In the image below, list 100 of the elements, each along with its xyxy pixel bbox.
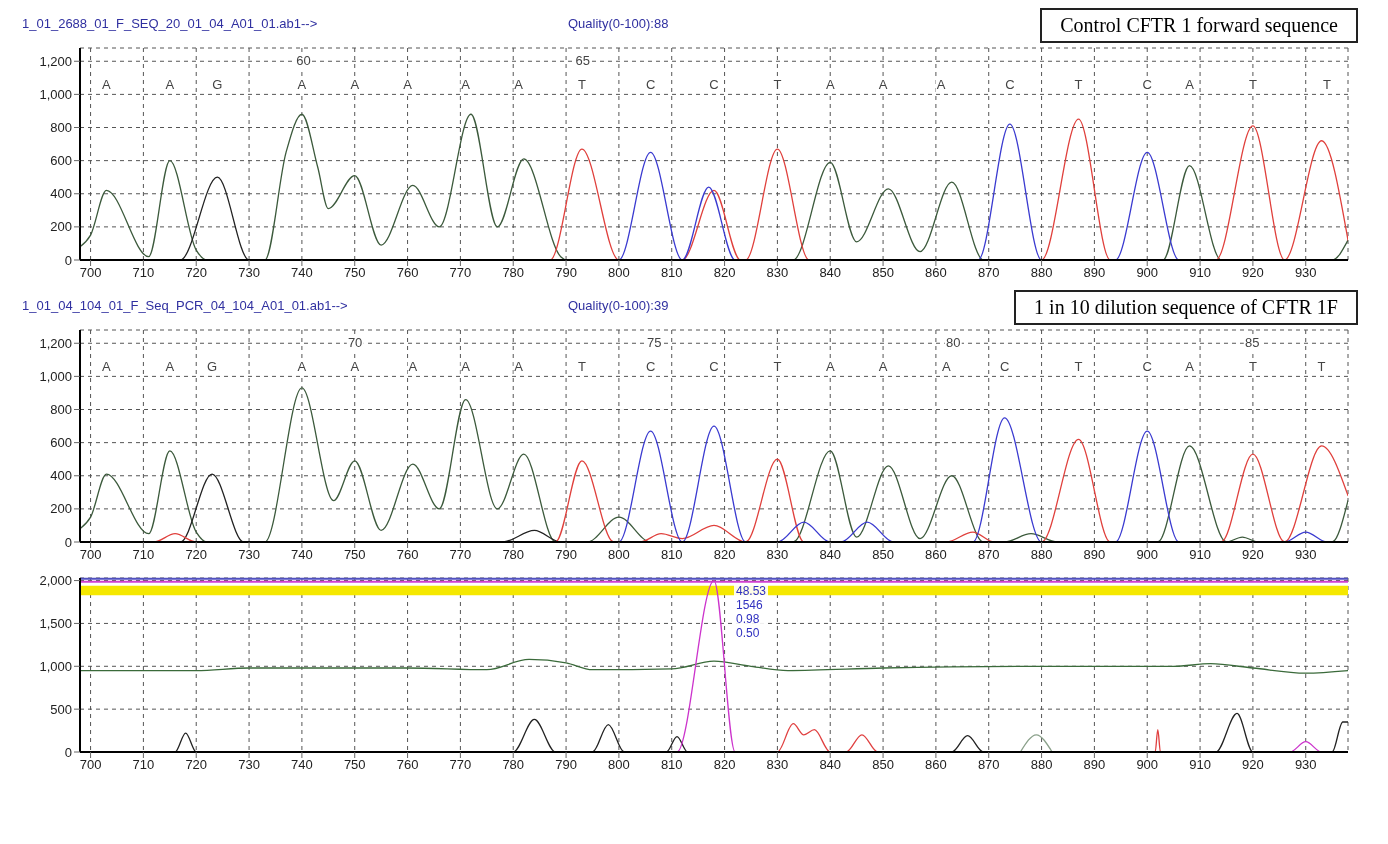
annotation: A [935,77,947,92]
x-tick-label: 840 [819,265,842,281]
x-tick-label: 760 [396,265,419,281]
y-tick-label: 1,200 [39,335,72,351]
annotation: C [998,359,1011,374]
x-tick-label: 770 [449,265,472,281]
x-tick-label: 760 [396,547,419,563]
annotation: C [708,359,720,374]
annotation: A [101,77,112,92]
annotation: A [460,359,472,374]
annotation: 48.53 [736,584,767,598]
x-tick-label: 930 [1294,757,1317,773]
annotation: A [941,359,952,374]
x-tick-label: 790 [555,757,577,773]
x-tick-label: 800 [608,547,630,563]
x-tick-label: 720 [185,547,208,563]
x-tick-label: 920 [1242,265,1264,281]
x-tick-label: 800 [608,265,630,281]
annotation: A [824,77,836,92]
x-tick-label: 710 [132,757,155,773]
x-tick-label: 900 [1136,757,1159,773]
annotation: T [1316,359,1327,374]
y-tick-label: 1,000 [39,658,72,674]
annotation: T [1247,359,1258,374]
y-tick-label: 200 [50,501,72,517]
y-tick-label: 1,500 [39,616,72,632]
x-tick-label: 780 [502,547,525,563]
annotation: C [1141,359,1153,374]
x2-tick-label: 60 [295,53,312,68]
x-tick-label: 820 [713,547,736,563]
y-tick-label: 400 [50,186,72,202]
x-tick-label: 830 [766,757,789,773]
x-tick-label: 820 [713,757,736,773]
x-tick-label: 830 [766,265,789,281]
x-tick-label: 860 [925,547,947,563]
x-tick-label: 850 [872,265,894,281]
annotation: T [772,77,783,92]
x-tick-label: 860 [925,265,947,281]
x-tick-label: 810 [660,547,683,563]
annotation: A [824,359,836,374]
annotation: T [1073,77,1084,92]
x-tick-label: 790 [555,547,577,563]
x-tick-label: 930 [1294,547,1317,563]
y-tick-label: 600 [50,153,72,169]
annotation: A [164,77,176,92]
annotation: A [349,77,361,92]
x-tick-label: 910 [1189,265,1211,281]
x-tick-label: 750 [343,757,366,773]
y-tick-label: 400 [50,468,72,484]
x-tick-label: 810 [660,757,683,773]
x2-tick-label: 85 [1244,335,1261,350]
x-tick-label: 800 [608,757,630,773]
annotation: A [407,359,419,374]
annotation: 0.98 [736,612,761,626]
annotation: C [1004,77,1016,92]
x-tick-label: 880 [1030,265,1053,281]
y-tick-label: 0 [64,744,72,760]
x-tick-label: 900 [1136,547,1159,563]
annotation: 1546 [736,598,764,612]
annotation: T [1321,77,1332,92]
x-tick-label: 700 [79,265,102,281]
x-tick-label: 920 [1242,547,1264,563]
x-tick-label: 850 [872,757,894,773]
x-tick-label: 710 [132,547,155,563]
x-tick-label: 750 [343,547,366,563]
annotation: A [402,77,413,92]
x-tick-label: 840 [819,547,842,563]
x-tick-label: 750 [343,265,366,281]
annotation: T [1073,359,1084,374]
x-tick-label: 770 [449,757,472,773]
x-tick-label: 910 [1189,757,1211,773]
chart-title: Control CFTR 1 forward sequence [1040,8,1358,43]
x-tick-label: 930 [1294,265,1317,281]
x-tick-label: 880 [1030,757,1053,773]
x-tick-label: 740 [291,265,313,281]
text: Quality(0-100):39 [568,298,669,313]
annotation: A [1184,359,1195,374]
x-tick-label: 880 [1030,547,1053,563]
x-tick-label: 870 [977,265,1000,281]
annotation: T [1247,77,1258,92]
x-tick-label: 740 [291,547,313,563]
y-tick-label: 800 [50,120,72,136]
x2-tick-label: 65 [574,53,591,68]
y-tick-label: 200 [50,219,72,235]
y-tick-label: 800 [50,402,72,418]
x-tick-label: 810 [660,265,683,281]
x2-tick-label: 75 [645,335,663,350]
annotation: A [1184,77,1195,92]
annotation: T [772,359,783,374]
x-tick-label: 720 [185,265,208,281]
annotation: C [644,77,657,92]
x2-tick-label: 70 [346,335,364,350]
annotation: A [296,359,308,374]
text: Quality(0-100):88 [568,16,669,31]
x-tick-label: 850 [872,547,894,563]
x-tick-label: 760 [396,757,419,773]
x-tick-label: 740 [291,757,313,773]
y-tick-label: 600 [50,435,72,451]
annotation: C [644,359,657,374]
x-tick-label: 730 [238,265,260,281]
